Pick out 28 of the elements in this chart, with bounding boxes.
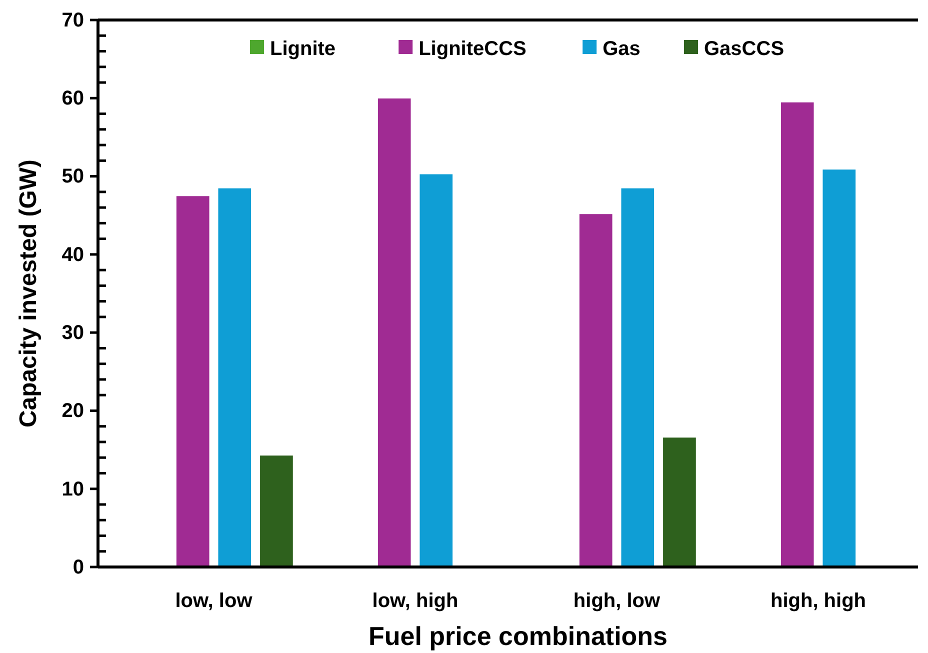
y-tick-label: 70 xyxy=(62,9,84,32)
bar xyxy=(259,454,294,568)
x-tick-label: high, low xyxy=(573,590,661,612)
legend-label: Lignite xyxy=(270,38,336,60)
y-tick-label: 40 xyxy=(62,244,84,266)
bar xyxy=(176,196,210,568)
y-tick-label: 20 xyxy=(62,400,84,422)
x-tick-label: low, low xyxy=(175,590,253,612)
y-axis-title: Capacity invested (GW) xyxy=(15,159,42,428)
bar xyxy=(620,188,655,568)
y-tick-label: 0 xyxy=(72,556,84,578)
bar xyxy=(218,188,252,568)
x-tick-label: low, high xyxy=(372,590,458,612)
y-tick-label: 60 xyxy=(62,88,84,110)
bar xyxy=(780,102,814,568)
legend-label: LigniteCCS xyxy=(418,38,526,60)
bar xyxy=(822,168,856,568)
bar xyxy=(419,174,454,568)
x-axis-title: Fuel price combinations xyxy=(368,621,668,651)
bar xyxy=(662,436,696,568)
y-tick-label: 50 xyxy=(62,166,84,188)
y-tick-label: 30 xyxy=(62,322,84,344)
bar xyxy=(578,213,613,568)
bar xyxy=(377,98,412,568)
y-tick-label: 10 xyxy=(62,478,84,500)
x-tick-label: high, high xyxy=(770,590,866,612)
legend-label: GasCCS xyxy=(704,38,784,60)
legend-label: Gas xyxy=(602,38,640,60)
